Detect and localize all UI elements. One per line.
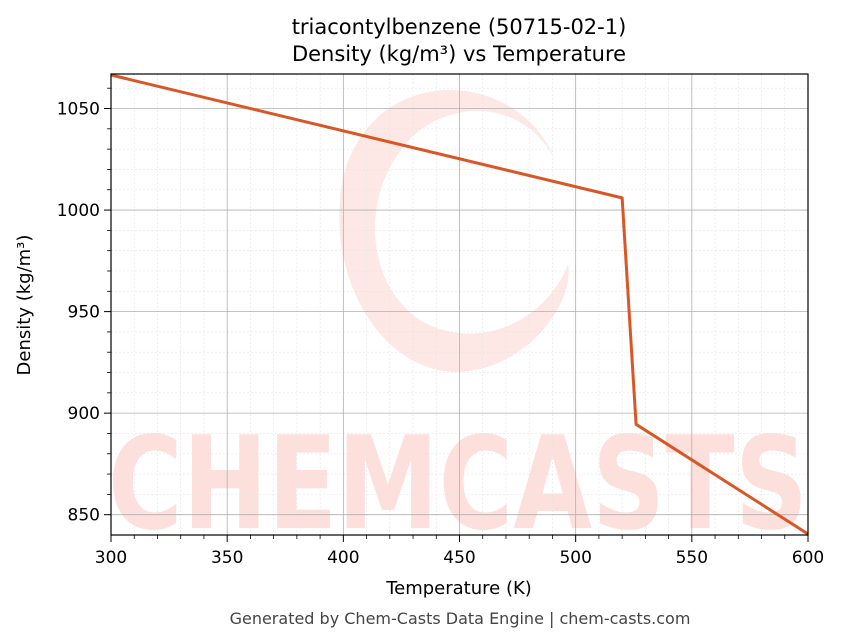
y-tick-label: 850 [68,506,100,526]
x-axis-label: Temperature (K) [385,578,532,599]
x-tick-label: 600 [792,548,824,568]
chart-title: triacontylbenzene (50715-02-1) [292,15,627,39]
y-tick-label: 1000 [57,201,100,221]
y-tick-label: 950 [68,303,100,323]
watermark-text: CHEMCASTS [108,410,808,559]
y-tick-label: 1050 [57,100,100,120]
y-axis-label: Density (kg/m³) [14,235,35,376]
x-tick-label: 550 [676,548,708,568]
watermark-swirl [339,90,569,373]
x-tick-label: 500 [559,548,591,568]
chart-subtitle: Density (kg/m³) vs Temperature [292,42,626,66]
y-axis: 850 900 950 1000 1050 [57,87,111,526]
y-tick-label: 900 [68,404,100,424]
footer-credit: Generated by Chem-Casts Data Engine | ch… [230,609,691,628]
series-layer [110,73,809,536]
x-tick-label: 450 [443,548,475,568]
x-tick-label: 300 [95,548,127,568]
x-tick-label: 400 [327,548,359,568]
x-axis: 300 350 400 450 500 550 600 [95,535,824,568]
watermark: CHEMCASTS [108,90,808,559]
x-tick-label: 350 [211,548,243,568]
density-series-line [110,73,809,536]
